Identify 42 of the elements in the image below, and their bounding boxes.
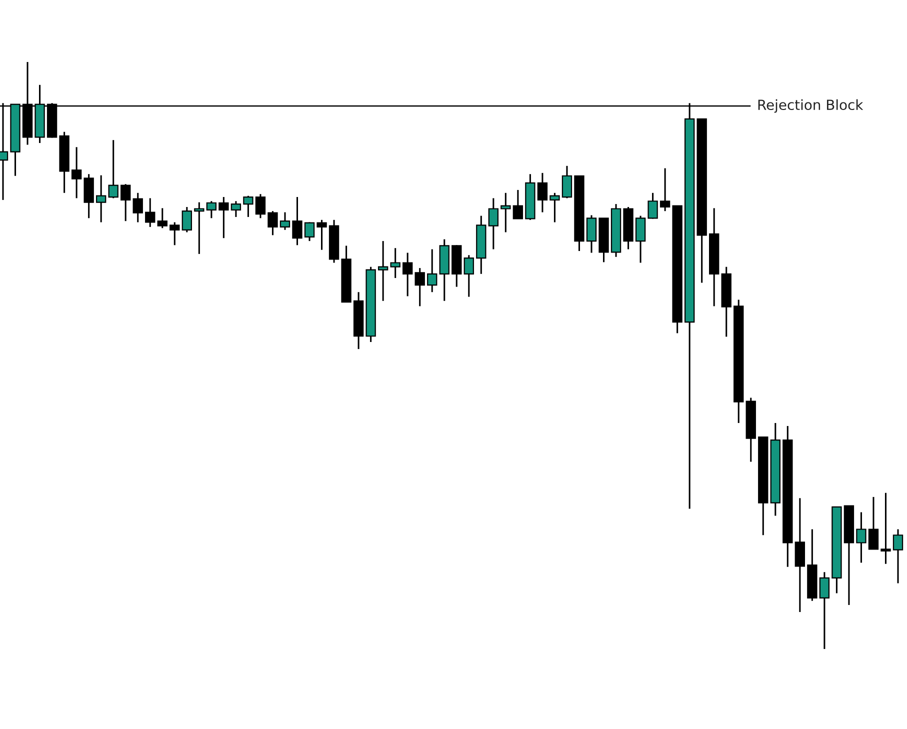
ref-line-label: Rejection Block <box>758 99 864 113</box>
candlestick <box>635 215 646 264</box>
candlestick <box>230 200 242 218</box>
candlestick <box>819 571 830 650</box>
candlestick <box>427 248 438 293</box>
candlestick <box>132 192 143 224</box>
candlestick <box>378 240 388 302</box>
candlestick <box>292 196 302 246</box>
candlestick <box>586 214 597 254</box>
candlestick <box>280 212 290 231</box>
candlestick <box>170 221 180 246</box>
candlestick <box>892 528 904 584</box>
candlestick <box>304 221 315 242</box>
candlestick <box>120 183 131 222</box>
candlestick <box>512 189 524 220</box>
candlestick <box>402 252 413 297</box>
candlestick <box>108 139 118 199</box>
candlestick <box>194 202 204 255</box>
candlestick <box>71 146 82 199</box>
candlestick <box>243 195 254 218</box>
candlestick <box>182 206 192 233</box>
candlestick <box>157 207 168 229</box>
candlestick <box>537 172 548 214</box>
candlestick <box>880 492 891 565</box>
candlestick <box>218 196 229 239</box>
candlestick <box>206 200 217 219</box>
candlestick <box>660 167 670 212</box>
candlestick <box>488 197 498 250</box>
candlestick <box>550 192 560 224</box>
candlestick <box>268 210 278 236</box>
candlestick <box>96 174 106 224</box>
candlestick <box>255 193 266 219</box>
candlestick <box>648 192 658 220</box>
candlestick <box>464 254 474 298</box>
candlestick <box>414 267 425 307</box>
candlestick <box>390 247 400 279</box>
candlestick <box>500 192 511 233</box>
candlestick <box>145 197 156 228</box>
candlestick <box>868 496 879 550</box>
candlestick <box>316 219 327 251</box>
candlestick <box>562 165 572 199</box>
candlestick <box>856 511 866 564</box>
